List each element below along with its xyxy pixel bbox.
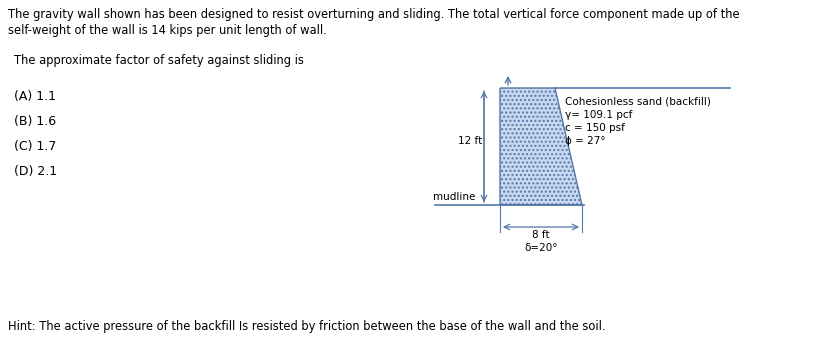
Text: The approximate factor of safety against sliding is: The approximate factor of safety against… bbox=[14, 54, 304, 67]
Text: The gravity wall shown has been designed to resist overturning and sliding. The : The gravity wall shown has been designed… bbox=[8, 8, 739, 21]
Text: (D) 2.1: (D) 2.1 bbox=[14, 165, 57, 178]
Text: self-weight of the wall is 14 kips per unit length of wall.: self-weight of the wall is 14 kips per u… bbox=[8, 24, 327, 37]
Text: 12 ft: 12 ft bbox=[457, 137, 481, 147]
Text: γ= 109.1 pcf: γ= 109.1 pcf bbox=[564, 110, 632, 120]
Text: (B) 1.6: (B) 1.6 bbox=[14, 115, 56, 128]
Text: Cohesionless sand (backfill): Cohesionless sand (backfill) bbox=[564, 96, 710, 106]
Polygon shape bbox=[500, 88, 581, 205]
Text: c = 150 psf: c = 150 psf bbox=[564, 123, 624, 133]
Text: (A) 1.1: (A) 1.1 bbox=[14, 90, 56, 103]
Text: mudline: mudline bbox=[433, 192, 475, 202]
Text: (C) 1.7: (C) 1.7 bbox=[14, 140, 56, 153]
Text: δ=20°: δ=20° bbox=[523, 243, 557, 253]
Text: 8 ft: 8 ft bbox=[532, 230, 549, 240]
Text: Hint: The active pressure of the backfill Is resisted by friction between the ba: Hint: The active pressure of the backfil… bbox=[8, 320, 605, 333]
Text: ϕ = 27°: ϕ = 27° bbox=[564, 136, 605, 146]
